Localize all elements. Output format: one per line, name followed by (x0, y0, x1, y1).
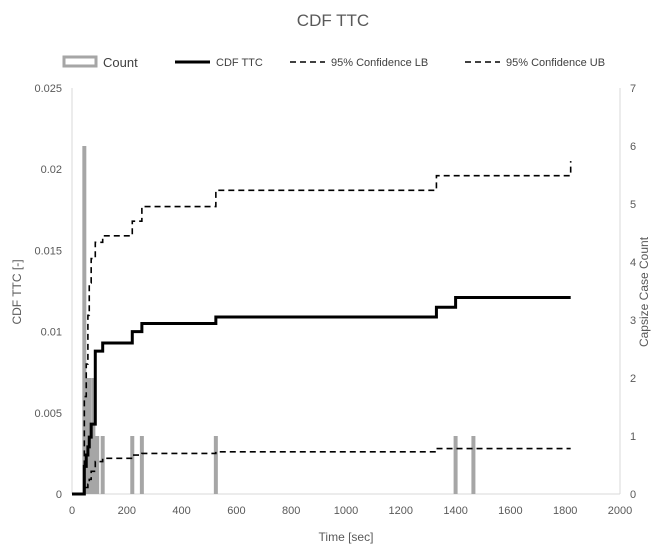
count-bar (130, 436, 135, 494)
y2-tick-label: 2 (630, 373, 636, 385)
x-tick-label: 400 (172, 505, 190, 517)
plot-area: 0 200 400 600 800 1000 1200 1400 1600 1800 2000 00… (34, 83, 636, 517)
x-tick-label: 600 (227, 505, 245, 517)
x-tick-label: 1000 (334, 505, 358, 517)
x-tick-label: 1200 (389, 505, 413, 517)
legend-swatch-count (62, 55, 98, 68)
y-tick-label: 0.015 (34, 245, 62, 257)
x-tick-label: 2000 (608, 505, 632, 517)
y2-tick-label: 6 (630, 141, 636, 153)
series-line-cdf-ttc (72, 295, 571, 496)
y-tick-label: 0 (56, 489, 62, 501)
x-tick-label: 200 (118, 505, 136, 517)
y2-tick-label: 0 (630, 489, 636, 501)
x-axis-title: Time [sec] (319, 530, 374, 544)
x-tick-label: 1600 (498, 505, 522, 517)
y2-tick-label: 3 (630, 315, 636, 327)
count-bar (82, 146, 87, 494)
y2-tick-label: 4 (630, 257, 636, 269)
legend-label-confidence-ub: 95% Confidence UB (506, 57, 605, 69)
legend: Count CDF TTC 95% Confidence LB 95% Confide… (62, 55, 605, 70)
count-bars (82, 146, 476, 494)
series-line-confidence-lb (72, 447, 571, 495)
count-bar (100, 436, 105, 494)
count-bar (471, 436, 476, 494)
chart-title: CDF TTC (297, 11, 369, 30)
x-tick-labels: 0 200 400 600 800 1000 1200 1400 1600 1800 2000 (69, 505, 632, 517)
x-tick-label: 1400 (443, 505, 467, 517)
y-tick-label: 0.025 (34, 83, 62, 95)
x-tick-label: 800 (282, 505, 300, 517)
y-tick-label: 0.02 (41, 164, 62, 176)
series-line-confidence-ub (72, 161, 572, 495)
x-tick-label: 1800 (553, 505, 577, 517)
legend-label-cdf-ttc: CDF TTC (216, 57, 263, 69)
y-tick-labels: 0 0.005 0.01 0.015 0.02 0.025 (34, 83, 62, 501)
y2-tick-label: 7 (630, 83, 636, 95)
legend-label-confidence-lb: 95% Confidence LB (331, 57, 428, 69)
count-bar (89, 436, 94, 494)
count-bar (453, 436, 458, 494)
legend-label-count: Count (103, 55, 138, 70)
y2-tick-label: 1 (630, 431, 636, 443)
y2-tick-labels: 0 1 2 3 4 5 6 7 (630, 83, 636, 501)
x-tick-label: 0 (69, 505, 75, 517)
y-tick-label: 0.01 (41, 327, 62, 339)
y-tick-label: 0.005 (34, 408, 62, 420)
y-axis-title: CDF TTC [-] (10, 259, 24, 324)
count-bar (95, 436, 100, 494)
y2-tick-label: 5 (630, 199, 636, 211)
series-lines (72, 161, 572, 496)
count-bar (213, 436, 218, 494)
y2-axis-title: Capsize Case Count (637, 236, 651, 347)
count-bar (139, 436, 144, 494)
